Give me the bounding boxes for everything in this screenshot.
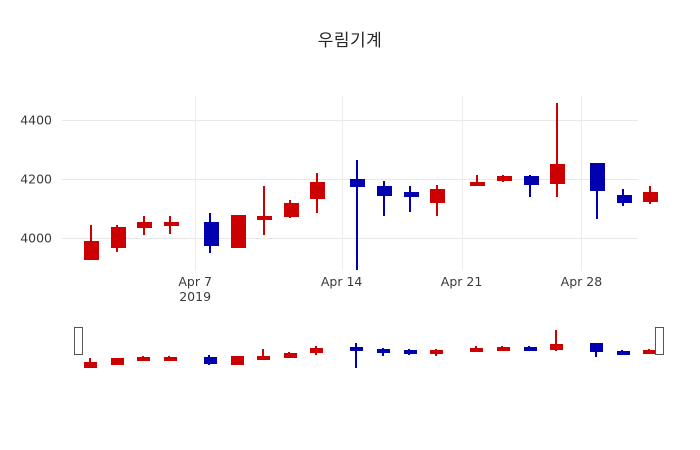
mini-candle-body (550, 343, 564, 350)
mini-candle-body (84, 361, 97, 368)
mini-candle-wick (554, 329, 557, 352)
candle-wick (382, 180, 385, 217)
candle-body (203, 222, 219, 247)
mini-candle-body (523, 346, 537, 351)
candle-body (403, 192, 419, 198)
gridline-vertical (581, 96, 583, 271)
range-handle-right[interactable] (655, 327, 665, 355)
mini-candle-body (430, 349, 444, 355)
mini-candle-body (203, 357, 217, 365)
mini-candle-body (310, 347, 324, 354)
y-axis-tick-label: 4000 (20, 230, 52, 246)
candle-body (310, 182, 326, 199)
mini-candle-body (110, 358, 124, 365)
candle-wick (475, 174, 478, 185)
candle-body (523, 176, 539, 186)
candle-wick (529, 174, 531, 197)
candle-body (550, 164, 566, 184)
candle-body (137, 222, 153, 229)
mini-candle-body (377, 349, 390, 353)
x-axis-tick-label: Apr 28 (560, 274, 603, 289)
candle-body (616, 195, 632, 204)
gridline-vertical (195, 96, 197, 271)
candle-body (470, 182, 486, 187)
candle-body (230, 214, 246, 248)
candle-wick (409, 186, 412, 212)
mini-candle-body (257, 355, 271, 360)
gridline-4400 (62, 119, 638, 121)
range-selector-panel[interactable] (62, 325, 665, 373)
mini-candle-body (137, 357, 151, 362)
main-price-panel[interactable]: 4000 4200 4400 Apr 7 2019 Apr 14 Apr 21 Apr 28 (20, 96, 659, 304)
mini-candle-body (283, 352, 297, 358)
range-handle-left[interactable] (74, 327, 83, 355)
mini-candle-body (470, 347, 484, 352)
x-axis-tick-label: Apr 21 (440, 274, 483, 289)
x-axis-tick-label: Apr 7 2019 (178, 274, 212, 304)
mini-candle-wick (261, 349, 264, 361)
candle-body (496, 176, 512, 182)
gridline-vertical (461, 96, 463, 271)
candle-body (84, 241, 99, 260)
mini-candle-body (616, 351, 630, 356)
y-axis-tick-label: 4200 (20, 171, 52, 187)
candle-wick (555, 103, 558, 197)
candle-body (350, 179, 366, 187)
gridline-4200 (62, 179, 638, 181)
mini-candle-body (230, 355, 244, 365)
mini-candle-wick (474, 346, 477, 349)
candle-body (283, 202, 299, 217)
mini-candle-body (163, 357, 177, 362)
gridline-4000 (62, 238, 638, 240)
candle-body (590, 162, 606, 192)
mini-candle-body (590, 343, 604, 352)
candle-body (163, 222, 179, 227)
mini-candle-body (403, 350, 417, 355)
candle-body (643, 192, 659, 202)
mini-candle-body (350, 347, 364, 352)
candle-body (377, 186, 392, 196)
y-axis-tick-label: 4400 (20, 112, 52, 128)
candle-body (430, 189, 446, 204)
mini-candle-wick (354, 342, 357, 369)
gridline-vertical (341, 96, 343, 271)
candle-body (110, 226, 126, 248)
candle-body (257, 216, 273, 221)
mini-candle-body (496, 346, 510, 351)
x-axis-tick-label: Apr 14 (320, 274, 363, 289)
candle-wick (355, 159, 358, 270)
page-title: 우림기계 (317, 31, 383, 51)
candle-wick (262, 186, 265, 236)
